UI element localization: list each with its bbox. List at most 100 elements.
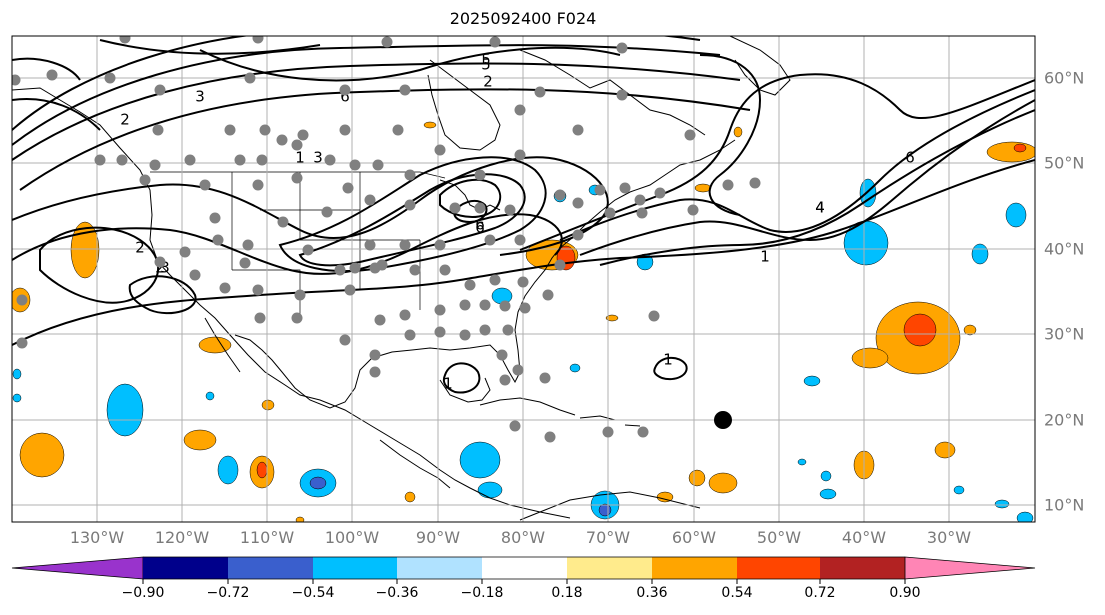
anomaly-region	[423, 121, 437, 129]
station-marker	[252, 284, 264, 296]
anomaly-region	[256, 461, 268, 479]
station-marker	[572, 229, 584, 241]
station-marker	[687, 204, 699, 216]
station-marker	[434, 239, 446, 251]
latitude-label: 40°N	[1044, 239, 1085, 259]
contour-label: 4	[815, 199, 825, 217]
longitude-label: 100°W	[324, 528, 380, 547]
anomaly-region	[803, 375, 821, 387]
colorbar-tick-label: −0.18	[460, 585, 504, 601]
contour-label: 2	[120, 111, 130, 129]
station-marker	[722, 179, 734, 191]
contour-label: 5	[481, 56, 491, 74]
contour-line	[453, 199, 488, 224]
contour-label: 1	[663, 351, 673, 369]
station-marker	[209, 212, 221, 224]
station-marker	[499, 300, 511, 312]
colorbar-segment	[737, 557, 820, 579]
station-marker	[239, 257, 251, 269]
station-marker	[154, 256, 166, 268]
station-marker	[254, 312, 266, 324]
colorbar-tick-label: −0.36	[375, 585, 419, 601]
station-marker	[372, 159, 384, 171]
contour-label: 3	[195, 88, 205, 106]
station-marker	[637, 426, 649, 438]
station-marker	[479, 299, 491, 311]
anomaly-region	[819, 488, 837, 500]
station-marker	[496, 349, 508, 361]
anomaly-region	[1005, 202, 1027, 228]
longitude-label: 120°W	[154, 528, 210, 547]
longitude-label: 110°W	[239, 528, 295, 547]
anomaly-region	[797, 458, 807, 466]
station-marker	[364, 239, 376, 251]
station-marker	[464, 279, 476, 291]
anomaly-region	[261, 399, 275, 411]
station-marker	[381, 36, 393, 48]
anomaly-region	[205, 391, 215, 401]
contour-line	[199, 46, 621, 82]
anomaly-region	[569, 363, 581, 373]
anomaly-region	[106, 383, 144, 437]
contour-line	[12, 44, 721, 146]
longitude-label: 60°W	[671, 528, 717, 547]
anomaly-region	[971, 243, 989, 265]
contour-label: 5	[481, 51, 491, 69]
station-marker	[334, 264, 346, 276]
station-marker	[392, 124, 404, 136]
anomaly-region	[733, 126, 743, 138]
boundary-line	[150, 171, 446, 179]
contour-label: 1	[760, 248, 770, 266]
coastline	[12, 87, 571, 519]
station-marker	[616, 42, 628, 54]
contour-label: 3	[160, 259, 170, 277]
station-marker	[294, 289, 306, 301]
anomaly-region	[963, 324, 977, 336]
station-marker	[504, 204, 516, 216]
coastline	[379, 439, 451, 489]
anomaly-region	[12, 368, 22, 380]
colorbar-frame	[143, 556, 905, 580]
station-marker	[344, 284, 356, 296]
station-marker	[434, 304, 446, 316]
colorbar-segment	[228, 557, 313, 579]
colorbar-segment	[143, 557, 228, 579]
station-marker	[139, 174, 151, 186]
contour-label: 6	[905, 149, 915, 167]
anomaly-region	[994, 499, 1010, 509]
coastline	[519, 49, 706, 136]
coastline	[234, 139, 736, 409]
station-marker	[349, 262, 361, 274]
station-marker	[242, 239, 254, 251]
station-marker	[369, 366, 381, 378]
station-marker	[519, 302, 531, 314]
anomaly-region	[19, 432, 65, 478]
station-marker	[514, 149, 526, 161]
station-marker	[749, 177, 761, 189]
station-marker	[502, 324, 514, 336]
station-marker	[404, 329, 416, 341]
station-marker	[439, 264, 451, 276]
station-marker	[369, 349, 381, 361]
coastline	[519, 491, 701, 521]
station-marker	[636, 207, 648, 219]
station-marker	[349, 159, 361, 171]
station-marker	[152, 124, 164, 136]
longitude-label: 30°W	[926, 528, 972, 547]
contour-line	[442, 362, 481, 394]
longitude-label: 70°W	[585, 528, 631, 547]
contour-label: 2	[135, 239, 145, 257]
station-marker	[514, 104, 526, 116]
colorbar-extend-high	[904, 556, 1036, 580]
station-marker	[369, 262, 381, 274]
colorbar-segment	[567, 557, 652, 579]
station-marker	[321, 206, 333, 218]
storm-center-marker	[714, 411, 732, 429]
station-marker	[514, 234, 526, 246]
station-marker	[234, 154, 246, 166]
station-marker	[94, 154, 106, 166]
contour-line	[12, 36, 701, 131]
station-marker	[16, 337, 28, 349]
anomaly-region	[70, 221, 100, 279]
colorbar-tick-label: 0.90	[889, 585, 921, 601]
